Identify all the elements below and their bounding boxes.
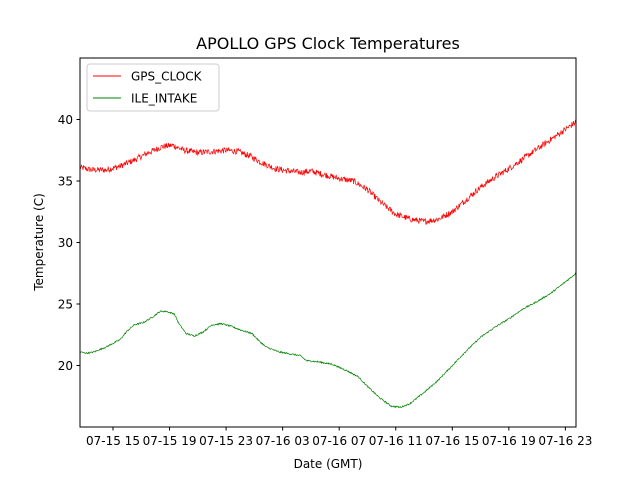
- y-tick-label: 35: [58, 175, 73, 189]
- x-tick-label: 07-15 19: [143, 434, 197, 448]
- x-axis-label: Date (GMT): [294, 457, 363, 471]
- legend: GPS_CLOCK ILE_INTAKE: [86, 63, 220, 112]
- x-tick-label: 07-15 15: [86, 434, 140, 448]
- plot-area: [80, 119, 576, 409]
- legend-label: ILE_INTAKE: [131, 92, 197, 106]
- y-tick-label: 30: [58, 236, 73, 250]
- y-axis-label: Temperature (C): [32, 193, 46, 292]
- x-tick-label: 07-16 15: [425, 434, 479, 448]
- y-tick-label: 20: [58, 359, 73, 373]
- chart-title: APOLLO GPS Clock Temperatures: [196, 34, 460, 53]
- x-tick-label: 07-15 23: [199, 434, 253, 448]
- series-line-gps-clock: [80, 119, 576, 225]
- x-tick-label: 07-16 03: [256, 434, 310, 448]
- x-tick-label: 07-16 19: [482, 434, 536, 448]
- y-tick-label: 40: [58, 113, 73, 127]
- series-line-ile-intake: [80, 272, 576, 409]
- x-tick-label: 07-16 11: [369, 434, 423, 448]
- x-tick-label: 07-16 23: [538, 434, 592, 448]
- legend-label: GPS_CLOCK: [131, 70, 203, 84]
- x-tick-label: 07-16 07: [312, 434, 366, 448]
- y-tick-label: 25: [58, 298, 73, 312]
